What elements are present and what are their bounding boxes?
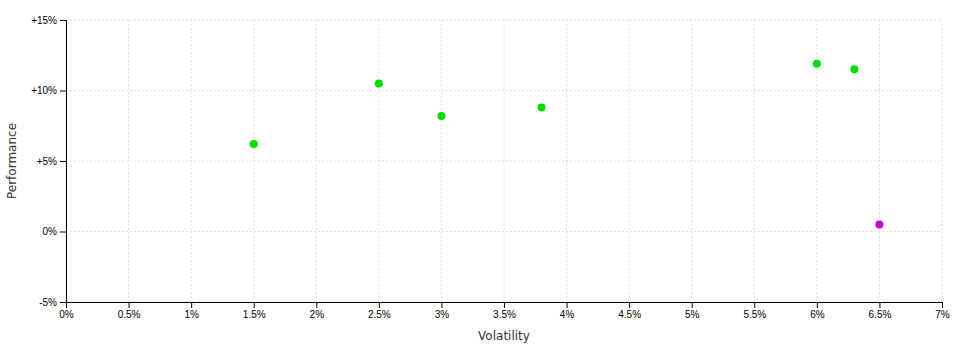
tick: 7% <box>935 302 950 320</box>
tick-label: 1.5% <box>243 309 266 320</box>
tick-label: 5% <box>685 309 700 320</box>
grid-line-y <box>66 161 942 162</box>
tick-label: 2% <box>310 309 325 320</box>
point <box>875 220 883 228</box>
tick-mark <box>60 91 66 92</box>
grid-line-x <box>128 20 129 302</box>
tick: 2.5% <box>368 302 391 320</box>
grid-line-y <box>66 20 942 21</box>
tick-label: 6% <box>810 309 825 320</box>
tick-label: 0% <box>43 226 58 237</box>
series <box>875 220 883 228</box>
tick-mark <box>942 302 943 308</box>
tick-label: +15% <box>31 15 57 26</box>
point <box>813 60 821 68</box>
point <box>850 65 858 73</box>
tick-label: 5.5% <box>743 309 766 320</box>
grid-line-x <box>441 20 442 302</box>
point <box>250 140 258 148</box>
y-axis-title: Performance <box>5 123 19 199</box>
series <box>250 60 859 148</box>
tick-mark <box>629 302 630 308</box>
tick-mark <box>504 302 505 308</box>
tick: 6% <box>810 302 825 320</box>
tick: 0.5% <box>118 302 141 320</box>
tick-mark <box>60 302 66 303</box>
tick: 1% <box>184 302 199 320</box>
tick-label: 4% <box>560 309 575 320</box>
axis-line <box>60 21 67 303</box>
tick-label: 0.5% <box>118 309 141 320</box>
tick-mark <box>254 302 255 308</box>
plot-area: 0% 0.5% 1% 1.5% 2% 2.5% 3% 3.5% 4% 4.5% 5% 5.5% 6% 6.… <box>31 15 950 320</box>
tick-mark <box>879 302 880 308</box>
tick-label: +5% <box>37 156 57 167</box>
grid-line-y <box>66 90 942 91</box>
tick-mark <box>692 302 693 308</box>
tick-label: +10% <box>31 85 57 96</box>
tick-mark <box>316 302 317 308</box>
tick: +5% <box>37 156 66 167</box>
tick: 3.5% <box>493 302 516 320</box>
tick-label: 2.5% <box>368 309 391 320</box>
tick-label: 3.5% <box>493 309 516 320</box>
tick-label: 4.5% <box>618 309 641 320</box>
grid-line-y <box>66 231 942 232</box>
tick: +15% <box>31 15 66 26</box>
tick-mark <box>129 302 130 308</box>
tick-label: 0% <box>59 309 74 320</box>
tick-mark <box>191 302 192 308</box>
tick: 3% <box>435 302 450 320</box>
marks <box>250 60 884 229</box>
axis-line <box>67 303 943 309</box>
tick-mark <box>441 302 442 308</box>
grid-line-x <box>629 20 630 302</box>
tick: 0% <box>43 226 66 237</box>
grid <box>66 20 942 302</box>
tick-label: 6.5% <box>869 309 892 320</box>
chart: 0% 0.5% 1% 1.5% 2% 2.5% 3% 3.5% 4% 4.5% 5% 5.5% 6% 6.… <box>0 0 966 350</box>
point <box>538 103 546 111</box>
tick: +10% <box>31 85 66 96</box>
point <box>375 79 383 87</box>
tick-label: 7% <box>935 309 950 320</box>
tick-mark <box>754 302 755 308</box>
tick: 5% <box>685 302 700 320</box>
tick-label: -5% <box>39 297 57 308</box>
tick: 1.5% <box>243 302 266 320</box>
tick: 2% <box>310 302 325 320</box>
tick: 0% <box>59 302 74 320</box>
x-axis: 0% 0.5% 1% 1.5% 2% 2.5% 3% 3.5% 4% 4.5% 5% 5.5% 6% 6.… <box>59 302 950 320</box>
tick-mark <box>379 302 380 308</box>
tick-label: 3% <box>435 309 450 320</box>
tick-mark <box>60 232 66 233</box>
tick-mark <box>60 20 66 21</box>
point <box>437 112 445 120</box>
tick: -5% <box>39 297 66 308</box>
tick-mark <box>817 302 818 308</box>
tick: 5.5% <box>743 302 766 320</box>
tick-label: 1% <box>184 309 199 320</box>
tick-mark <box>567 302 568 308</box>
tick: 4% <box>560 302 575 320</box>
x-axis-title: Volatility <box>478 329 530 343</box>
tick-mark <box>60 161 66 162</box>
y-axis: -5% 0% +5% +10% +15% <box>31 15 66 308</box>
tick: 6.5% <box>869 302 892 320</box>
tick: 4.5% <box>618 302 641 320</box>
